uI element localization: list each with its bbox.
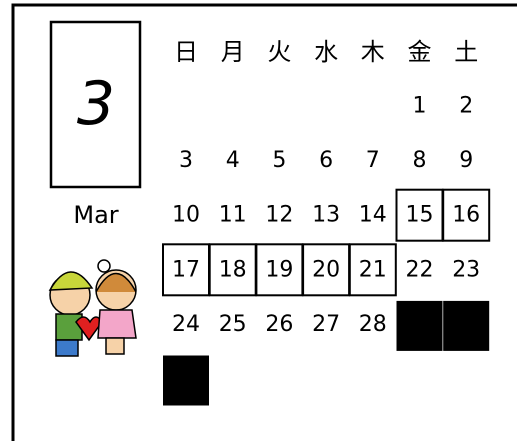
month-number: 3	[77, 69, 115, 139]
girl-bun	[97, 259, 111, 273]
day: 16	[452, 203, 480, 228]
day: 24	[172, 312, 200, 337]
day: 25	[219, 312, 247, 337]
girl-hair	[95, 272, 137, 293]
month-box	[49, 20, 142, 189]
day-highlight	[396, 300, 443, 351]
day: 1	[413, 94, 427, 119]
month-name: Mar	[73, 201, 118, 229]
girl-dress	[97, 309, 137, 339]
weekday: 日	[174, 38, 198, 66]
day: 30	[452, 312, 480, 337]
day: 29	[406, 312, 434, 337]
weekday: 火	[267, 38, 291, 66]
day: 11	[219, 203, 247, 228]
day: 5	[272, 148, 286, 173]
day: 26	[265, 312, 293, 337]
day: 8	[413, 148, 427, 173]
day: 12	[265, 203, 293, 228]
day: 14	[359, 203, 387, 228]
day: 9	[459, 148, 473, 173]
boy-body	[55, 313, 83, 341]
weekday: 水	[314, 38, 338, 66]
day: 22	[406, 257, 434, 282]
day: 21	[359, 257, 387, 282]
day: 2	[459, 94, 473, 119]
day: 28	[359, 312, 387, 337]
frame	[11, 3, 517, 445]
day: 27	[312, 312, 340, 337]
day: 4	[226, 148, 240, 173]
illustration	[48, 259, 137, 357]
day: 31	[172, 367, 200, 392]
day: 19	[265, 257, 293, 282]
day-box	[442, 188, 491, 242]
day: 13	[312, 203, 340, 228]
day: 23	[452, 257, 480, 282]
weekday: 木	[361, 38, 385, 66]
day: 18	[219, 257, 247, 282]
day: 17	[172, 257, 200, 282]
girl-legs	[105, 337, 125, 355]
boy-legs	[55, 339, 79, 357]
weekday: 土	[454, 38, 478, 66]
day: 20	[312, 257, 340, 282]
day: 3	[179, 148, 193, 173]
day: 15	[406, 203, 434, 228]
day-highlight	[443, 300, 490, 351]
day: 10	[172, 203, 200, 228]
weekday: 月	[221, 38, 245, 66]
day-box	[348, 243, 397, 297]
day: 7	[366, 148, 380, 173]
boy-cap	[48, 271, 94, 291]
weekday: 金	[408, 38, 432, 66]
day-highlight	[163, 355, 209, 406]
day: 6	[319, 148, 333, 173]
